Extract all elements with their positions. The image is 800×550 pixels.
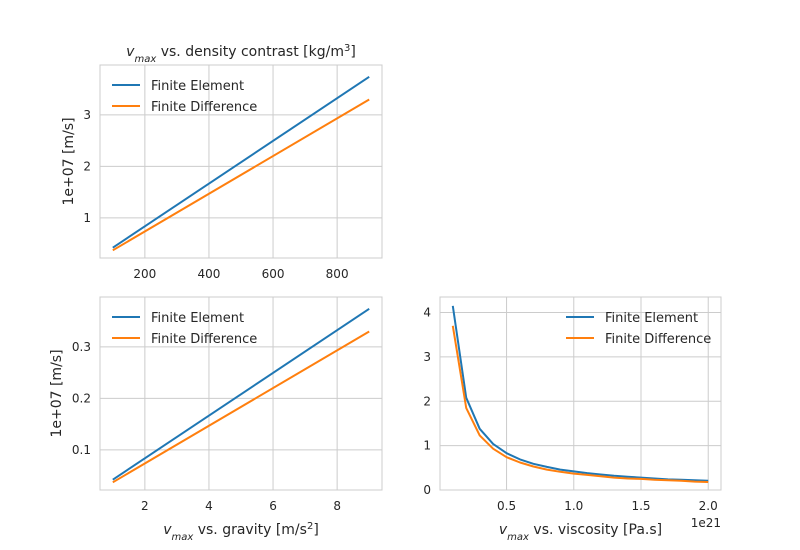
- legend-label: Finite Element: [605, 311, 698, 326]
- y-tick-label: 1: [83, 211, 91, 225]
- x-tick-label: 0.5: [497, 499, 516, 513]
- x-axis-label-end: ]: [313, 522, 318, 538]
- series-line-finite-element: [112, 75, 370, 249]
- chart-title-main: v: [126, 44, 135, 60]
- subplot-viscosity: 0.5 1.0 1.5 2.0 0 1 2 3 4 Finite Element Finite Di…: [423, 296, 722, 543]
- x-offset-text: 1e21: [691, 516, 721, 530]
- chart-title: vmax vs. density contrast [kg/m3]: [126, 43, 356, 65]
- x-tick-label: 1.5: [631, 499, 650, 513]
- x-axis-label-sub: max: [171, 532, 193, 543]
- x-axis-label: vmax vs. viscosity [Pa.s]: [499, 522, 662, 543]
- chart-title-sub: max: [134, 54, 156, 65]
- x-tick-label: 400: [198, 267, 221, 281]
- x-tick-label: 800: [326, 267, 349, 281]
- x-axis-label-main: v: [163, 522, 172, 538]
- x-tick-label: 2: [141, 499, 149, 513]
- y-tick-label: 3: [423, 350, 431, 364]
- plot-frame: [99, 64, 383, 259]
- series-line-finite-element: [112, 307, 370, 481]
- series-line-finite-difference: [112, 98, 370, 252]
- x-tick-label: 200: [133, 267, 156, 281]
- legend-label: Finite Difference: [151, 332, 257, 347]
- x-axis-label-sub: max: [507, 532, 529, 543]
- chart-title-end: ]: [350, 44, 355, 60]
- x-tick-label: 1.0: [564, 499, 583, 513]
- x-axis-label-sup: 2: [307, 521, 313, 532]
- x-tick-label: 4: [205, 499, 213, 513]
- plot-area: [440, 297, 721, 490]
- legend-label: Finite Element: [151, 311, 244, 326]
- subplot-gravity: 2 4 6 8 0.1 0.2 0.3 Finite Element Finite Differ…: [49, 296, 383, 543]
- series-line-finite-difference: [112, 330, 370, 484]
- legend-label: Finite Element: [151, 79, 244, 94]
- x-tick-label: 600: [262, 267, 285, 281]
- y-tick-label: 0.1: [72, 443, 91, 457]
- y-axis-label: 1e+07 [m/s]: [49, 349, 65, 437]
- x-axis-label-rest: vs. gravity [m/s: [193, 522, 307, 538]
- plot-frame: [439, 296, 722, 491]
- y-tick-label: 0.3: [72, 340, 91, 354]
- y-tick-label: 4: [423, 306, 431, 320]
- y-axis-label: 1e+07 [m/s]: [61, 117, 77, 205]
- x-axis-label-main: v: [499, 522, 508, 538]
- series-line-finite-difference: [451, 325, 709, 483]
- x-tick-label: 6: [269, 499, 277, 513]
- y-tick-label: 1: [423, 439, 431, 453]
- y-tick-label: 3: [83, 108, 91, 122]
- y-tick-label: 0.2: [72, 391, 91, 405]
- x-tick-label: 2.0: [699, 499, 718, 513]
- x-axis-label: vmax vs. gravity [m/s2]: [163, 521, 319, 543]
- y-tick-label: 0: [423, 483, 431, 497]
- subplot-density: 200 400 600 800 1 2 3 Finite Element Finite Diff…: [61, 43, 383, 281]
- legend-label: Finite Difference: [605, 332, 711, 347]
- legend-label: Finite Difference: [151, 100, 257, 115]
- chart-title-rest: vs. density contrast [kg/m: [156, 44, 344, 60]
- y-tick-label: 2: [423, 394, 431, 408]
- x-tick-label: 8: [333, 499, 341, 513]
- x-axis-label-rest: vs. viscosity [Pa.s]: [529, 522, 662, 538]
- chart-title-sup: 3: [344, 43, 350, 54]
- y-tick-label: 2: [83, 159, 91, 173]
- plot-frame: [99, 296, 383, 491]
